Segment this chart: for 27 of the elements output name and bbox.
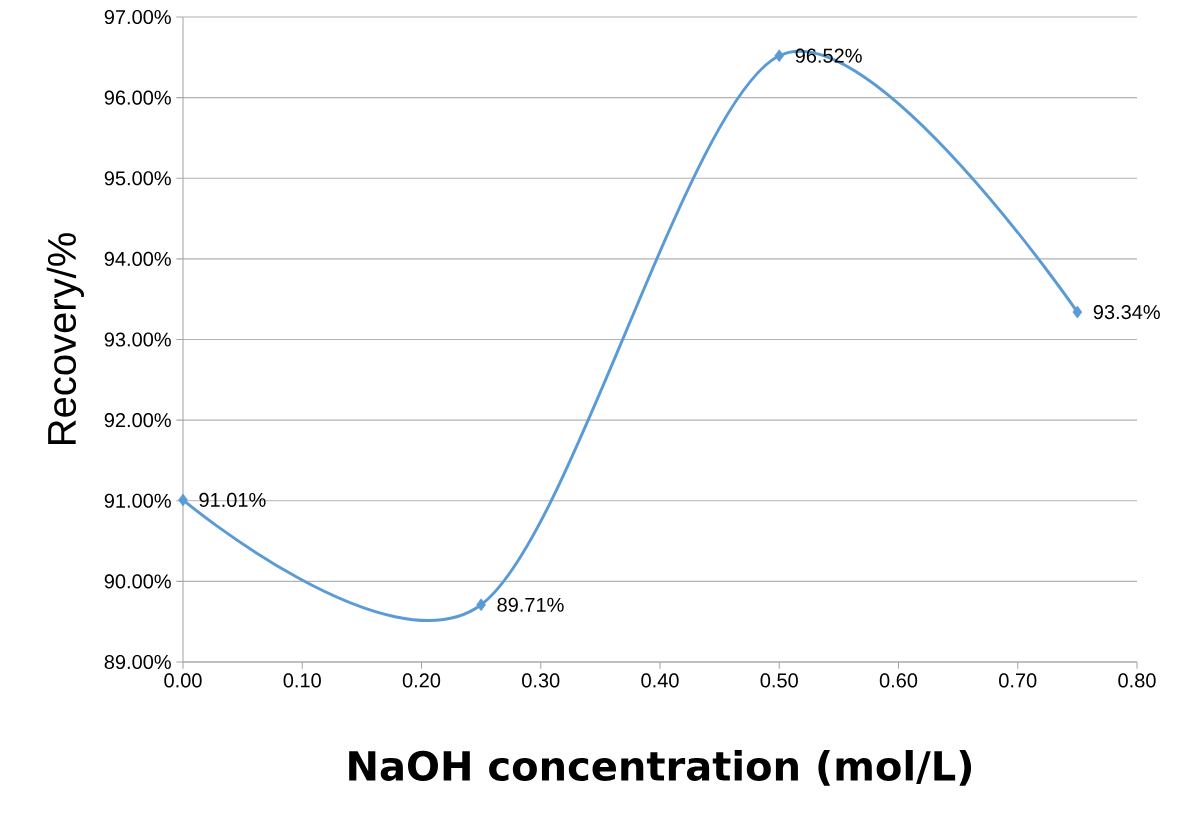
y-tick-label: 94.00%	[104, 251, 171, 266]
data-label: 93.34%	[1093, 305, 1160, 320]
x-tick-label: 0.70	[999, 673, 1037, 688]
x-tick-label: 0.80	[1118, 673, 1156, 688]
point	[1072, 305, 1083, 319]
y-tick-label: 91.00%	[104, 493, 171, 508]
data-label: 91.01%	[199, 492, 266, 508]
x-tick-label: 0.10	[283, 673, 321, 688]
y-tick-label: 95.00%	[104, 171, 171, 186]
x-tick-label: 0.60	[879, 673, 918, 688]
point	[774, 49, 785, 63]
y-tick-label: 97.00%	[104, 9, 171, 25]
y-tick-label: 93.00%	[104, 332, 171, 347]
point	[178, 493, 188, 507]
y-tick-label: 96.00%	[104, 90, 171, 105]
y-tick-label: 92.00%	[104, 413, 171, 428]
x-tick-label: 0.30	[522, 673, 560, 688]
data-label: 89.71%	[497, 597, 564, 612]
x-axis-title: NaOH concentration (mol/L)	[349, 750, 972, 786]
x-tick-label: 0.00	[164, 673, 202, 688]
point	[476, 598, 486, 612]
x-tick-label: 0.40	[641, 673, 679, 688]
y-tick-label: 90.00%	[104, 574, 171, 589]
x-tick-label: 0.50	[760, 673, 798, 688]
y-tick-label: 89.00%	[104, 654, 171, 670]
x-tick-label: 0.20	[402, 673, 441, 688]
y-axis-title: Recovery/%	[46, 233, 84, 445]
